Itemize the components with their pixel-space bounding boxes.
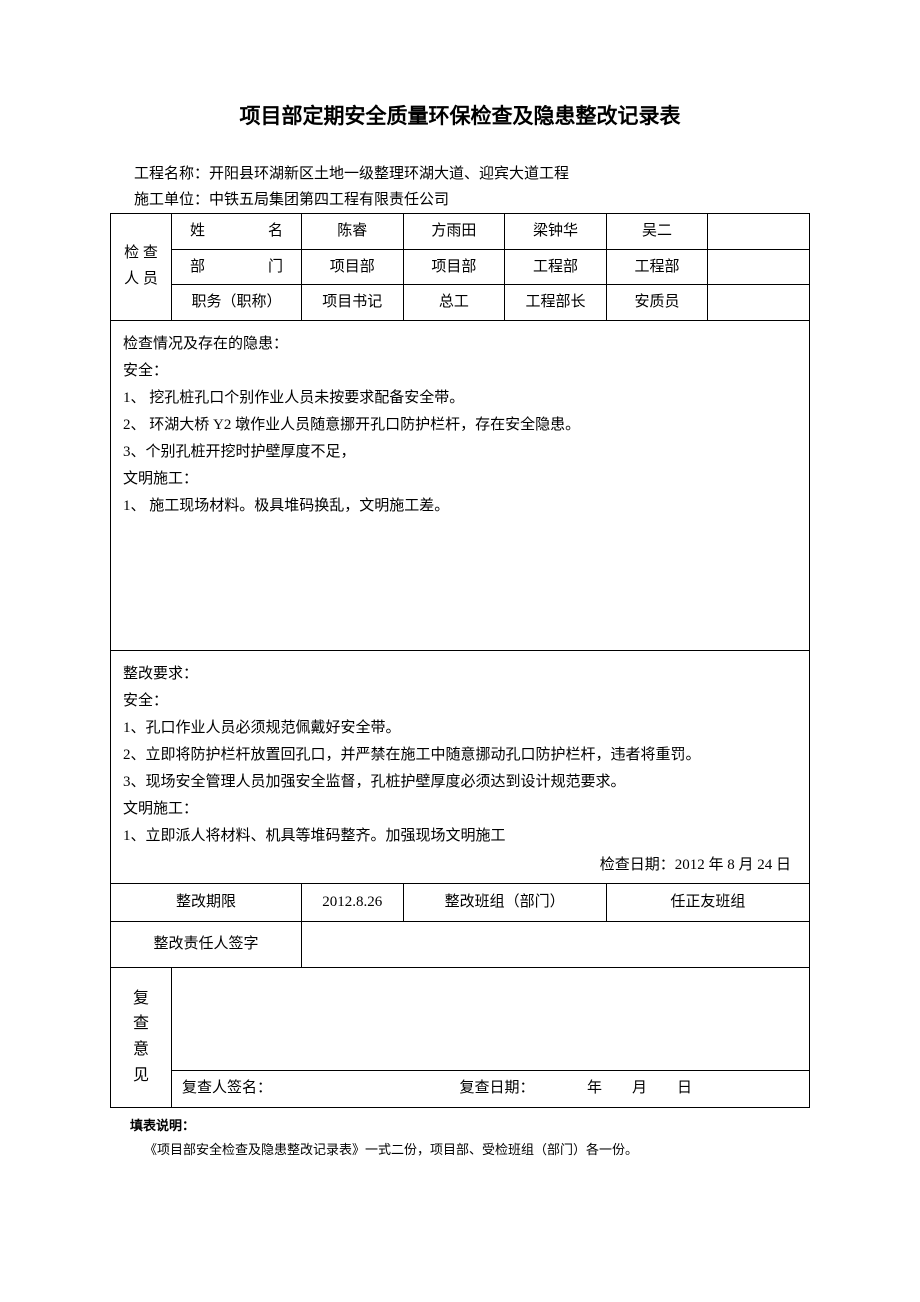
- rectify-civil-label: 文明施工：: [123, 796, 797, 823]
- rectify-safety-item: 2、立即将防护栏杆放置回孔口，并严禁在施工中随意挪动孔口防护栏杆，违者将重罚。: [123, 742, 797, 769]
- contractor-label: 施工单位：: [134, 192, 209, 208]
- person-dept: 项目部: [403, 249, 505, 285]
- table-row: 整改责任人签字: [111, 921, 810, 967]
- footer-text: 《项目部安全检查及隐患整改记录表》一式二份，项目部、受检班组（部门）各一份。: [130, 1142, 638, 1157]
- table-row: 整改期限 2012.8.26 整改班组（部门） 任正友班组: [111, 883, 810, 921]
- findings-safety-item: 2、 环湖大桥 Y2 墩作业人员随意挪开孔口防护栏杆，存在安全隐患。: [123, 412, 797, 439]
- table-row: 检查情况及存在的隐患： 安全： 1、 挖孔桩孔口个别作业人员未按要求配备安全带。…: [111, 320, 810, 650]
- rectify-civil-item: 1、立即派人将材料、机具等堆码整齐。加强现场文明施工: [123, 823, 797, 850]
- person-name: [708, 214, 810, 250]
- person-name: 吴二: [606, 214, 708, 250]
- table-row: 部 门 项目部 项目部 工程部 工程部: [111, 249, 810, 285]
- findings-safety-item: 3、个别孔桩开挖时护壁厚度不足，: [123, 439, 797, 466]
- person-dept: 工程部: [505, 249, 607, 285]
- findings-civil-label: 文明施工：: [123, 466, 797, 493]
- main-table: 检 查人 员 姓 名 陈睿 方雨田 梁钟华 吴二 部 门 项目部 项目部 工程部…: [110, 213, 810, 1108]
- page: 项目部定期安全质量环保检查及隐患整改记录表 工程名称：开阳县环湖新区土地一级整理…: [0, 0, 920, 1229]
- rectify-block: 整改要求： 安全： 1、孔口作业人员必须规范佩戴好安全带。 2、立即将防护栏杆放…: [111, 650, 810, 883]
- person-dept: 项目部: [301, 249, 403, 285]
- row-label-name: 姓 名: [171, 214, 301, 250]
- findings-safety-label: 安全：: [123, 358, 797, 385]
- findings-civil-item: 1、 施工现场材料。极具堆码换乱，文明施工差。: [123, 493, 797, 520]
- person-dept: 工程部: [606, 249, 708, 285]
- person-name: 梁钟华: [505, 214, 607, 250]
- review-sign-line: 复查人签名： 复查日期： 年 月 日: [171, 1070, 809, 1107]
- inspectors-heading: 检 查人 员: [111, 214, 172, 321]
- table-row: 复查意见: [111, 967, 810, 1070]
- table-row: 复查人签名： 复查日期： 年 月 日: [111, 1070, 810, 1107]
- row-label-title: 职务（职称）: [171, 285, 301, 321]
- person-name: 方雨田: [403, 214, 505, 250]
- footer-block: 填表说明： 《项目部安全检查及隐患整改记录表》一式二份，项目部、受检班组（部门）…: [110, 1108, 810, 1169]
- inspect-date: 检查日期：2012 年 8 月 24 日: [123, 852, 797, 879]
- findings-block: 检查情况及存在的隐患： 安全： 1、 挖孔桩孔口个别作业人员未按要求配备安全带。…: [111, 320, 810, 650]
- table-row: 检 查人 员 姓 名 陈睿 方雨田 梁钟华 吴二: [111, 214, 810, 250]
- person-title: 总工: [403, 285, 505, 321]
- deadline-value: 2012.8.26: [301, 883, 403, 921]
- review-label: 复查意见: [130, 986, 152, 1088]
- project-name-line: 工程名称：开阳县环湖新区土地一级整理环湖大道、迎宾大道工程: [110, 162, 810, 188]
- person-title: 安质员: [606, 285, 708, 321]
- review-label-cell: 复查意见: [111, 967, 172, 1107]
- rectify-safety-item: 1、孔口作业人员必须规范佩戴好安全带。: [123, 715, 797, 742]
- table-row: 职务（职称） 项目书记 总工 工程部长 安质员: [111, 285, 810, 321]
- contractor-value: 中铁五局集团第四工程有限责任公司: [209, 192, 449, 208]
- footer-label: 填表说明：: [130, 1118, 195, 1133]
- findings-safety-item: 1、 挖孔桩孔口个别作业人员未按要求配备安全带。: [123, 385, 797, 412]
- row-label-dept: 部 门: [171, 249, 301, 285]
- project-name-value: 开阳县环湖新区土地一级整理环湖大道、迎宾大道工程: [209, 166, 569, 182]
- table-row: 整改要求： 安全： 1、孔口作业人员必须规范佩戴好安全带。 2、立即将防护栏杆放…: [111, 650, 810, 883]
- deadline-label: 整改期限: [111, 883, 302, 921]
- project-name-label: 工程名称：: [134, 166, 209, 182]
- rectify-safety-label: 安全：: [123, 688, 797, 715]
- rectify-safety-item: 3、现场安全管理人员加强安全监督，孔桩护壁厚度必须达到设计规范要求。: [123, 769, 797, 796]
- person-title: 项目书记: [301, 285, 403, 321]
- person-title: [708, 285, 810, 321]
- findings-heading: 检查情况及存在的隐患：: [123, 331, 797, 358]
- resp-sign-label: 整改责任人签字: [111, 921, 302, 967]
- person-dept: [708, 249, 810, 285]
- resp-sign-value: [301, 921, 809, 967]
- review-content: [171, 967, 809, 1070]
- person-title: 工程部长: [505, 285, 607, 321]
- team-label: 整改班组（部门）: [403, 883, 606, 921]
- page-title: 项目部定期安全质量环保检查及隐患整改记录表: [110, 100, 810, 130]
- team-value: 任正友班组: [606, 883, 809, 921]
- contractor-line: 施工单位：中铁五局集团第四工程有限责任公司: [110, 188, 810, 214]
- rectify-heading: 整改要求：: [123, 661, 797, 688]
- person-name: 陈睿: [301, 214, 403, 250]
